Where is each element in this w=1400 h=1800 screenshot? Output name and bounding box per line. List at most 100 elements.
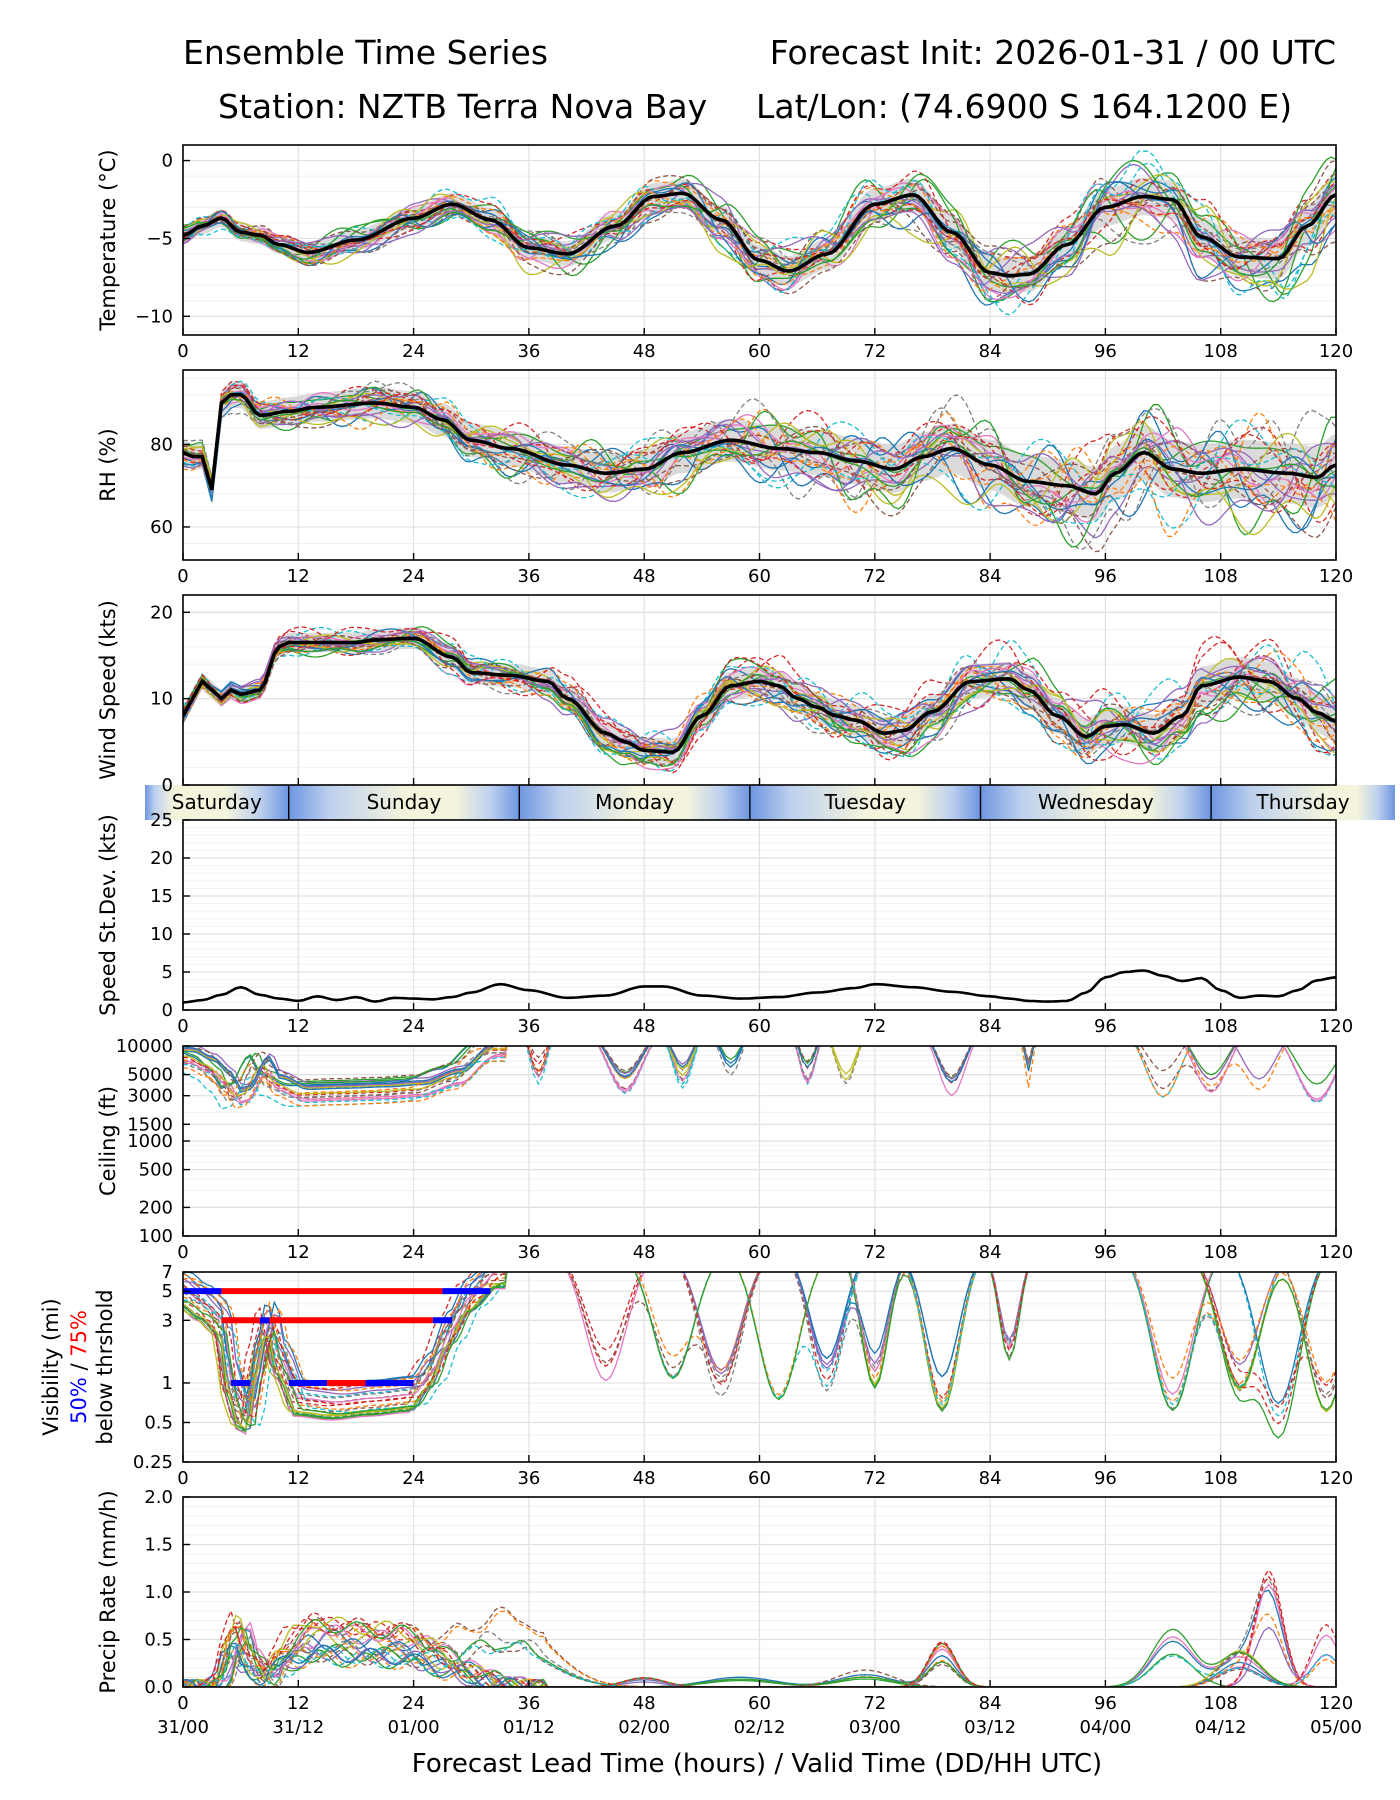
day-band-segment: [1211, 785, 1327, 820]
forecast-init-label: Forecast Init: 2026-01-31 / 00 UTC: [770, 33, 1336, 72]
y-tick-label: 1: [162, 1373, 173, 1394]
x-tick-label: 0: [177, 1693, 188, 1714]
member-line: [183, 1641, 1336, 1687]
y-tick-label: 15: [150, 886, 173, 907]
member-line: [183, 634, 1336, 756]
y-tick-label: 0: [162, 1000, 173, 1021]
member-line: [183, 634, 1336, 756]
y-tick-label: 0: [162, 775, 173, 796]
member-line: [183, 1568, 1336, 1687]
y-tick-label: 1.0: [144, 1582, 173, 1603]
x-tick-label: 108: [1204, 341, 1238, 362]
valid-time-label: 04/00: [1079, 1717, 1131, 1738]
y-tick-label: −5: [146, 228, 173, 249]
x-tick-label: 108: [1204, 1468, 1238, 1489]
label-50-pct: 50%: [67, 1377, 91, 1424]
valid-time-label: 02/12: [734, 1717, 786, 1738]
plot-area-temp: [183, 150, 1336, 316]
x-tick-label: 24: [402, 341, 425, 362]
member-line: [183, 184, 1336, 286]
x-tick-label: 96: [1094, 1468, 1117, 1489]
valid-time-label: 03/12: [964, 1717, 1016, 1738]
grid-std: [182, 819, 1337, 1011]
day-band-segment: [865, 785, 981, 820]
member-line: [183, 1650, 1336, 1687]
y-tick-label: 3: [162, 1310, 173, 1331]
member-line: [183, 1046, 1236, 1091]
x-tick-label: 120: [1319, 1468, 1353, 1489]
plot-area-precip: [183, 1568, 1336, 1687]
member-line: [183, 1577, 1336, 1687]
member-line: [183, 170, 1336, 306]
x-tick-label: 12: [287, 1242, 310, 1263]
x-tick-label: 120: [1319, 566, 1353, 587]
y-tick-label: 25: [150, 810, 173, 831]
y-tick-label: 10: [150, 689, 173, 710]
member-line: [183, 633, 1336, 759]
valid-time-label: 04/12: [1195, 1717, 1247, 1738]
y-tick-label: 20: [150, 602, 173, 623]
member-line: [183, 380, 1336, 551]
x-tick-label: 24: [402, 1242, 425, 1263]
day-band-segment: [145, 785, 174, 820]
x-tick-label: 120: [1319, 341, 1353, 362]
x-tick-label: 108: [1204, 1242, 1238, 1263]
x-tick-label: 108: [1204, 566, 1238, 587]
x-tick-label: 120: [1319, 1693, 1353, 1714]
member-line: [183, 396, 1336, 538]
y-tick-label: 0.5: [144, 1412, 173, 1433]
y-tick-label: 20: [150, 848, 173, 869]
station-label: Station: NZTB Terra Nova Bay: [218, 87, 707, 126]
x-tick-label: 84: [979, 1016, 1002, 1037]
y-tick-label: 1.5: [144, 1535, 173, 1556]
member-line: [183, 387, 1336, 534]
x-tick-label: 36: [517, 566, 540, 587]
y-tick-label: 3000: [127, 1086, 173, 1107]
valid-time-label: 01/00: [388, 1717, 440, 1738]
x-tick-label: 96: [1094, 1016, 1117, 1037]
x-tick-label: 84: [979, 1242, 1002, 1263]
day-label: Thursday: [1256, 790, 1350, 814]
x-tick-label: 72: [863, 1468, 886, 1489]
x-tick-label: 36: [517, 1693, 540, 1714]
y-tick-label: 5000: [127, 1065, 173, 1086]
panel-precip: 0.0 0.5 1.0 1.5 2.0 0 31/00 12 31/12 24 01/00 36 01/…: [96, 1487, 1362, 1738]
member-line: [183, 1272, 1214, 1433]
y-tick-label: 2.0: [144, 1487, 173, 1508]
x-tick-label: 12: [287, 1468, 310, 1489]
member-line: [183, 389, 1336, 553]
day-label: Sunday: [367, 790, 442, 814]
member-line: [183, 382, 1336, 525]
panel-wind: 0102001224364860728496108120Wind Speed (…: [96, 594, 1337, 796]
member-line: [183, 1614, 1336, 1687]
panel-vis: 0.25 0.5 1 3 57 0 12 24 36 48 60 72 84 96 108 120 Visibi…: [39, 1262, 1353, 1489]
label-75-pct: 75%: [67, 1310, 91, 1357]
member-line: [183, 1046, 862, 1098]
ensemble-mean-line: [183, 636, 1336, 755]
panel-temp: 0−5−100 12 24 36 48 60 72 84 96 108 120Temperature…: [96, 144, 1353, 362]
x-tick-label: 48: [633, 1693, 656, 1714]
day-label: Tuesday: [824, 790, 907, 814]
valid-time-label: 05/00: [1310, 1717, 1362, 1738]
plot-area-ceiling: [183, 1046, 1336, 1110]
member-line: [183, 1272, 1336, 1430]
x-tick-label: 96: [1094, 566, 1117, 587]
member-line: [183, 1642, 1336, 1687]
x-tick-label: 0: [177, 1242, 188, 1263]
valid-time-label: 31/00: [157, 1717, 209, 1738]
member-line: [183, 391, 1336, 531]
x-tick-label: 36: [517, 341, 540, 362]
member-line: [183, 391, 1336, 525]
day-band-segment: [1095, 785, 1212, 820]
x-tick-label: 108: [1204, 1693, 1238, 1714]
plot-area-rh: [183, 380, 1336, 553]
vis-percent-label: 50% / 75%: [67, 1310, 91, 1424]
x-tick-label: 60: [748, 566, 771, 587]
figure-title: Ensemble Time Series: [183, 33, 548, 72]
member-line: [183, 1272, 1280, 1427]
member-line: [183, 1046, 1035, 1092]
x-tick-label: 12: [287, 1016, 310, 1037]
member-line: [183, 1046, 1336, 1103]
grid-vis: [182, 1271, 1337, 1463]
y-tick-label: 10: [150, 924, 173, 945]
